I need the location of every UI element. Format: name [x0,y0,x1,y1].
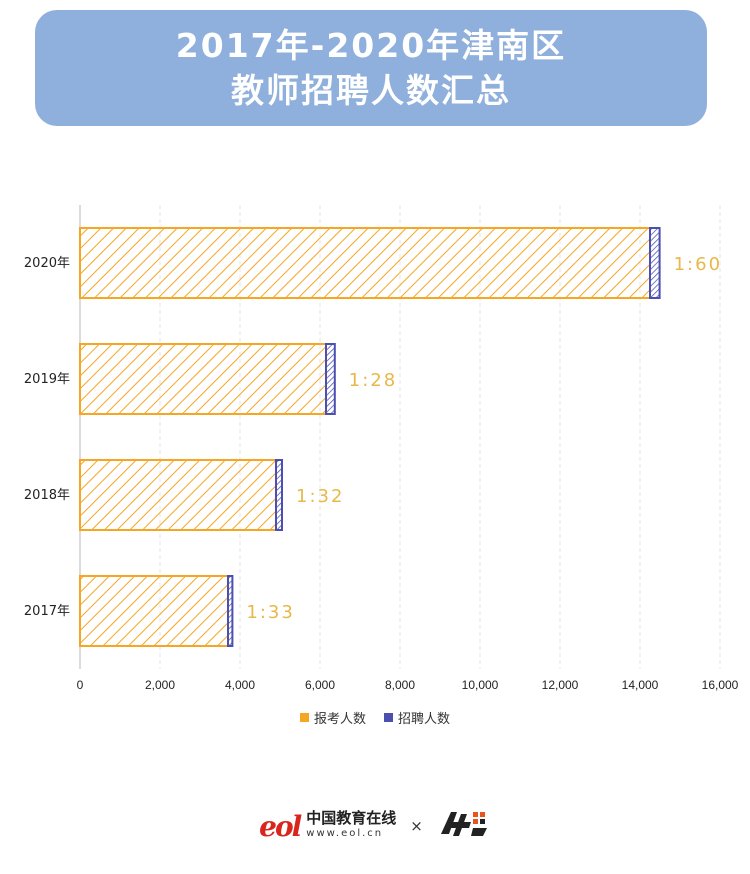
x-tick-label: 0 [77,678,84,692]
ratio-label: 1:33 [246,602,294,623]
legend-swatch-hires [384,713,393,722]
bar-hires [275,459,283,531]
x-tick-label: 16,000 [702,678,739,692]
title-line-1: 2017年-2020年津南区 [175,26,567,65]
x-tick-label: 14,000 [622,678,659,692]
partner-logo-icon [437,806,491,847]
eol-name: 中国教育在线 [306,809,397,827]
legend-label-applicants: 报考人数 [313,712,366,727]
x-tick-label: 10,000 [462,678,499,692]
eol-logo: eol 中国教育在线 www.eol.cn [259,810,396,843]
y-tick-label: 2018年 [24,488,70,503]
times-sign: × [410,817,423,835]
x-tick-label: 6,000 [305,678,335,692]
bar-applicants [79,459,277,531]
bar-applicants [79,227,651,299]
footer: eol 中国教育在线 www.eol.cn × [0,806,750,846]
ratio-label: 1:28 [349,370,397,391]
bar-chart: 0 2,000 4,000 6,000 8,000 10,000 12,000 14,000 1… [24,205,739,692]
bar-applicants [79,575,229,647]
legend-item-applicants: 报考人数 [299,708,366,727]
x-tick-label: 4,000 [225,678,255,692]
legend-swatch-applicants [299,713,309,722]
eol-url: www.eol.cn [306,828,384,839]
bar-hires [325,343,336,415]
x-tick-label: 8,000 [385,678,415,692]
legend-label-hires: 招聘人数 [398,712,451,727]
legend: 报考人数 招聘人数 [0,708,750,727]
bar-hires [649,227,661,299]
ratio-label: 1:32 [296,486,344,507]
title-line-2: 教师招聘人数汇总 [231,71,511,110]
eol-mark: eol [259,809,302,843]
legend-item-hires: 招聘人数 [384,708,450,727]
bar-applicants [79,343,327,415]
y-tick-label: 2020年 [24,256,70,271]
x-tick-label: 12,000 [542,678,579,692]
bar-hires [227,575,234,647]
ratio-label: 1:60 [674,254,722,275]
title-banner: 2017年-2020年津南区 教师招聘人数汇总 [35,10,707,126]
y-tick-label: 2019年 [24,372,70,387]
x-tick-label: 2,000 [145,678,175,692]
y-tick-label: 2017年 [24,604,70,619]
